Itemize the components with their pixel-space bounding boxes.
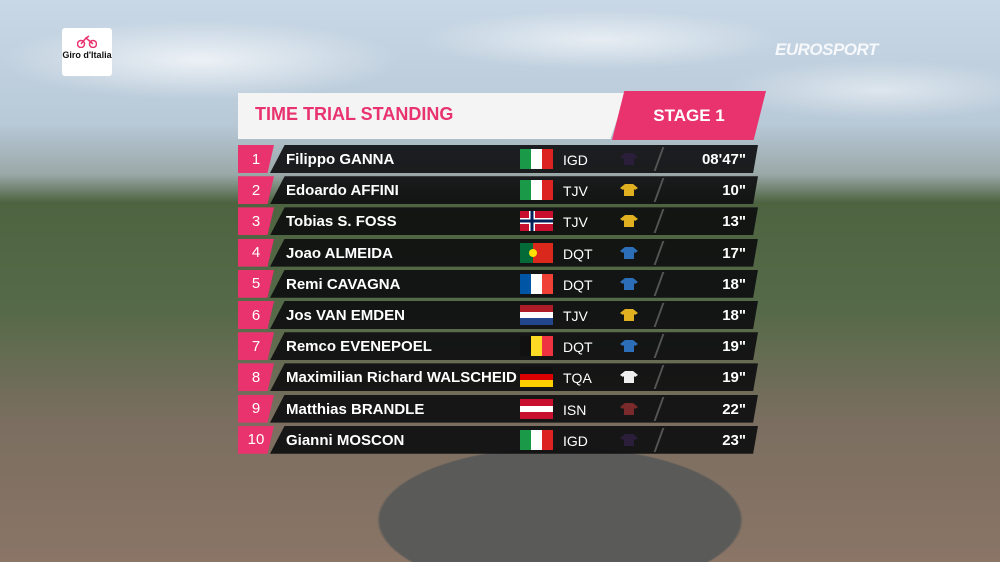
flag: [520, 149, 553, 169]
row: 1 Filippo GANNA IGD 08'47": [238, 145, 758, 173]
rider-name: Maximilian Richard WALSCHEID: [286, 369, 517, 387]
row: 6 Jos VAN EMDEN TJV 18": [238, 301, 758, 329]
title: TIME TRIAL STANDING: [255, 104, 454, 124]
jersey-icon: [620, 371, 638, 384]
rank: 1: [238, 145, 274, 173]
rank: 10: [238, 425, 274, 454]
rank: 5: [238, 269, 274, 298]
flag: [520, 242, 553, 263]
row: 4 Joao ALMEIDA DQT 17": [238, 238, 758, 267]
jersey-icon: [620, 277, 638, 290]
time: 08'47": [701, 151, 746, 168]
row-background: [270, 145, 758, 173]
rider-name: Filippo GANNA: [286, 151, 395, 168]
row-background: [270, 394, 758, 423]
rider-name: Tobias S. FOSS: [286, 213, 397, 231]
row: 9 Matthias BRANDLE ISN 22": [238, 394, 758, 423]
jersey-icon: [620, 340, 638, 353]
row-background: [270, 363, 758, 392]
team: DQT: [563, 339, 593, 356]
flag: [520, 429, 553, 450]
row: 7 Remco EVENEPOEL DQT 19": [238, 332, 758, 361]
flag: [520, 273, 553, 294]
time: 13": [722, 213, 746, 231]
header-panel: [238, 93, 626, 139]
time: 17": [722, 244, 746, 262]
jersey-icon: [620, 433, 638, 446]
jersey-icon: [620, 184, 638, 197]
jersey-icon: [620, 309, 638, 321]
jersey-icon: [620, 215, 638, 228]
time: 10": [722, 182, 746, 200]
rider-name: Matthias BRANDLE: [286, 400, 425, 418]
flag: [520, 305, 553, 325]
team: DQT: [563, 276, 593, 293]
time: 19": [722, 338, 746, 356]
rank: 4: [238, 238, 274, 267]
time: 18": [722, 275, 746, 293]
team: TQA: [563, 370, 592, 387]
flag: [520, 180, 553, 201]
row-background: [270, 176, 758, 205]
rank: 7: [238, 332, 274, 361]
row: 2 Edoardo AFFINI TJV 10": [238, 176, 758, 205]
rank: 9: [238, 394, 274, 423]
rank: 6: [238, 301, 274, 329]
row: 5 Remi CAVAGNA DQT 18": [238, 269, 758, 298]
rider-name: Remi CAVAGNA: [286, 275, 401, 293]
flag: [520, 336, 553, 357]
team: TJV: [563, 214, 588, 231]
time: 22": [722, 400, 746, 418]
jersey-icon: [620, 402, 638, 415]
stage: STAGE 1: [612, 91, 766, 140]
team: DQT: [563, 245, 593, 262]
row-background: [270, 269, 758, 298]
row-background: [270, 301, 758, 329]
logo-icon: [77, 35, 97, 48]
row: 8 Maximilian Richard WALSCHEID TQA 19": [238, 363, 758, 392]
logo: Giro d'Italia: [62, 28, 112, 76]
time: 18": [722, 307, 746, 324]
rank: 3: [238, 207, 274, 236]
rider-name: Joao ALMEIDA: [286, 244, 393, 262]
rank: 2: [238, 176, 274, 205]
flag: [520, 398, 553, 419]
jersey-icon: [620, 153, 638, 165]
row-background: [270, 207, 758, 236]
team: ISN: [563, 401, 587, 418]
rider-name: Edoardo AFFINI: [286, 182, 399, 200]
rider-name: Gianni MOSCON: [286, 431, 405, 449]
team: IGD: [563, 152, 588, 168]
rank: 8: [238, 363, 274, 392]
flag: [520, 367, 553, 388]
row-background: [270, 238, 758, 267]
logo-text: Giro d'Italia: [62, 50, 112, 60]
row: 10 Gianni MOSCON IGD 23": [238, 425, 758, 454]
jersey-icon: [620, 246, 638, 259]
time: 19": [722, 369, 746, 387]
rider-name: Jos VAN EMDEN: [286, 307, 405, 324]
time: 23": [722, 431, 746, 449]
row: 3 Tobias S. FOSS TJV 13": [238, 207, 758, 236]
flag: [520, 211, 553, 232]
team: TJV: [563, 308, 588, 324]
rider-name: Remco EVENEPOEL: [286, 338, 432, 356]
row-background: [270, 425, 758, 454]
team: TJV: [563, 183, 588, 200]
team: IGD: [563, 432, 588, 449]
broadcaster: EUROSPORT: [775, 40, 878, 59]
row-background: [270, 332, 758, 361]
